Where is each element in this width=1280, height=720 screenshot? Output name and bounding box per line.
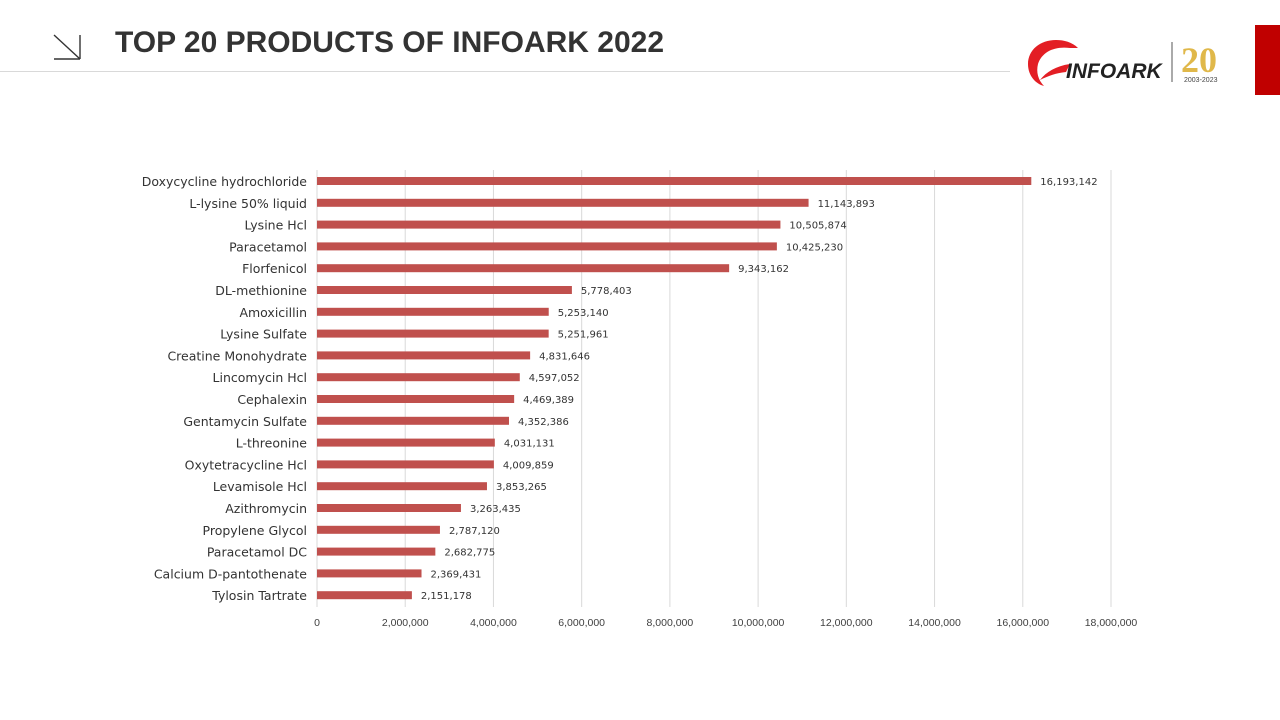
category-label: Lysine Sulfate — [220, 327, 307, 342]
chart-x-ticks: 0 2,000,000 4,000,000 6,000,000 8,000,000 10,… — [314, 617, 1137, 629]
bar — [317, 591, 412, 600]
x-tick-label: 10,000,000 — [732, 617, 785, 629]
x-tick-label: 16,000,000 — [996, 617, 1049, 629]
data-label: 4,009,859 — [503, 460, 554, 471]
infoark-swoosh-icon — [1028, 40, 1078, 86]
category-label: Calcium D-pantothenate — [154, 566, 307, 581]
category-label: Tylosin Tartrate — [211, 588, 307, 603]
bar — [317, 482, 487, 491]
data-label: 2,787,120 — [449, 526, 500, 537]
data-label: 2,369,431 — [431, 569, 482, 580]
bar — [317, 416, 509, 425]
bar — [317, 373, 520, 382]
anniversary-number: 20 — [1181, 40, 1217, 80]
anniversary-badge-icon: 20 2003-2023 — [1181, 40, 1218, 84]
bar — [317, 504, 461, 512]
bar — [317, 198, 809, 207]
data-label: 5,251,961 — [558, 330, 609, 341]
bar — [317, 351, 531, 360]
bar — [317, 460, 494, 469]
bar — [317, 307, 549, 316]
chart-bars — [317, 177, 1032, 600]
data-label: 3,853,265 — [496, 482, 547, 493]
data-label: 4,831,646 — [539, 351, 590, 362]
anniversary-years: 2003-2023 — [1184, 77, 1218, 84]
accent-tab — [1255, 25, 1280, 95]
data-label: 10,425,230 — [786, 242, 843, 253]
data-label: 2,682,775 — [444, 548, 495, 559]
data-label: 5,253,140 — [558, 308, 609, 319]
chart-value-labels: 16,193,142 11,143,893 10,505,874 10,425,230… — [421, 177, 1098, 602]
x-tick-label: 8,000,000 — [647, 617, 694, 629]
data-label: 16,193,142 — [1040, 177, 1097, 188]
data-label: 9,343,162 — [738, 264, 789, 275]
bar — [317, 395, 515, 403]
data-label: 3,263,435 — [470, 504, 521, 515]
header-divider — [0, 71, 1010, 72]
x-tick-label: 18,000,000 — [1085, 617, 1138, 629]
data-label: 4,469,389 — [523, 395, 574, 406]
category-label: Creatine Monohydrate — [167, 348, 307, 363]
x-tick-label: 4,000,000 — [470, 617, 517, 629]
category-label: Azithromycin — [225, 501, 307, 516]
bar — [317, 547, 436, 556]
data-label: 4,031,131 — [504, 439, 555, 450]
category-label: DL-methionine — [215, 283, 307, 298]
bar — [317, 525, 440, 534]
category-label: Doxycycline hydrochloride — [142, 174, 308, 189]
data-label: 4,352,386 — [518, 417, 569, 428]
data-label: 4,597,052 — [529, 373, 580, 384]
bar — [317, 242, 777, 251]
data-label: 10,505,874 — [789, 221, 846, 232]
data-label: 11,143,893 — [818, 199, 875, 210]
category-label: Propylene Glycol — [203, 523, 307, 538]
bar — [317, 329, 549, 338]
category-label: L-threonine — [236, 436, 308, 451]
x-tick-label: 12,000,000 — [820, 617, 873, 629]
category-label: Gentamycin Sulfate — [183, 414, 307, 429]
x-tick-label: 6,000,000 — [558, 617, 605, 629]
corner-arrow-icon — [53, 34, 81, 60]
category-label: Cephalexin — [237, 392, 307, 407]
chart-grid — [316, 170, 1112, 607]
chart-category-labels: Doxycycline hydrochloride L-lysine 50% li… — [142, 174, 308, 603]
bar — [317, 264, 730, 273]
bar — [317, 220, 781, 229]
x-tick-label: 2,000,000 — [382, 617, 429, 629]
bar — [317, 177, 1032, 185]
data-label: 5,778,403 — [581, 286, 632, 297]
x-tick-label: 0 — [314, 617, 320, 629]
data-label: 2,151,178 — [421, 591, 472, 602]
category-label: Florfenicol — [242, 261, 307, 276]
bar — [317, 286, 572, 294]
category-label: Levamisole Hcl — [213, 479, 307, 494]
category-label: Lincomycin Hcl — [213, 370, 307, 385]
category-label: Paracetamol — [229, 239, 307, 254]
bar — [317, 569, 422, 578]
category-label: Oxytetracycline Hcl — [185, 457, 307, 472]
bar — [317, 438, 495, 447]
category-label: Lysine Hcl — [244, 218, 307, 233]
logo-text: INFOARK — [1066, 60, 1163, 83]
x-tick-label: 14,000,000 — [908, 617, 961, 629]
infoark-logo: INFOARK 20 2003-2023 — [1028, 40, 1218, 86]
category-label: Amoxicillin — [239, 305, 307, 320]
page-title: TOP 20 PRODUCTS OF INFOARK 2022 — [115, 26, 665, 59]
category-label: L-lysine 50% liquid — [189, 196, 307, 211]
category-label: Paracetamol DC — [207, 545, 307, 560]
